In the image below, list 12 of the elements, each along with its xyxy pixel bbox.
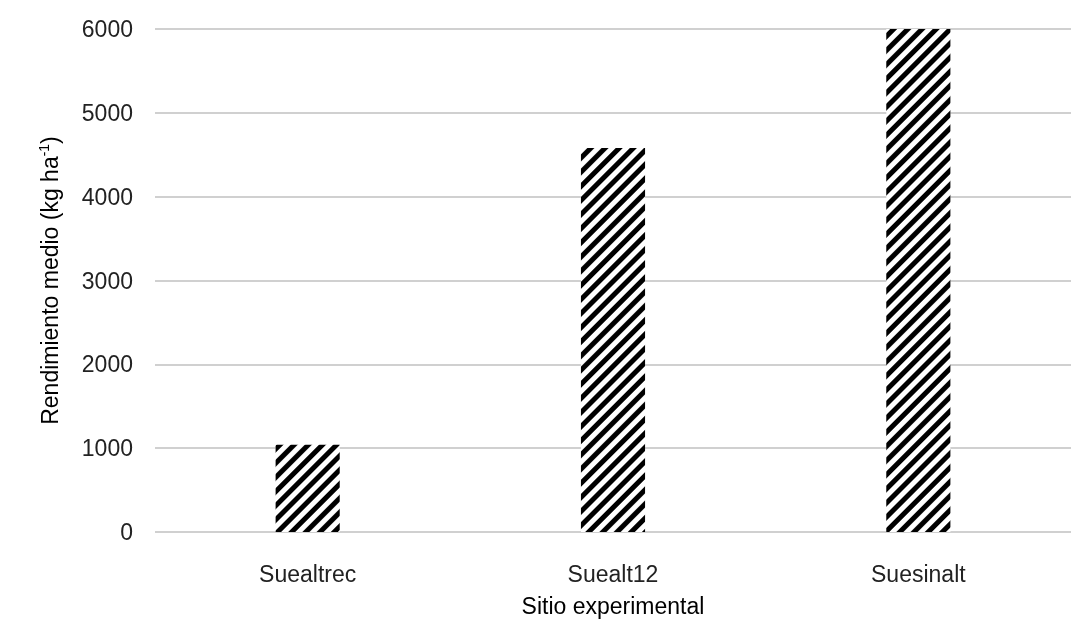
y-tick-label: 1000 (81, 435, 133, 462)
y-tick-label: 4000 (81, 183, 133, 210)
x-axis-title: Sitio experimental (521, 592, 705, 619)
y-tick-label: 6000 (81, 16, 133, 42)
y-tick-label: 2000 (81, 351, 133, 378)
x-tick-label: Suealtrec (259, 560, 357, 587)
y-tick-label: 5000 (81, 99, 133, 126)
y-axis-title: Rendimiento medio (kg ha-1) (36, 136, 63, 425)
x-tick-label: Suealt12 (567, 560, 659, 587)
y-tick-label: 0 (120, 519, 133, 545)
y-tick-label: 3000 (81, 267, 133, 294)
x-tick-label: Suesinalt (871, 560, 967, 587)
